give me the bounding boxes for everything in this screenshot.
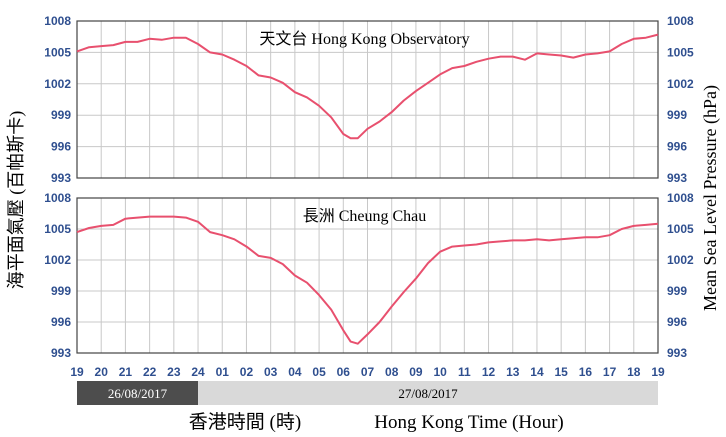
x-tick-label: 21 (119, 365, 133, 379)
panel-2: 993 993 996 996 999 999 1002 1002 1005 1005 1008 10… (44, 191, 694, 360)
x-tick-label: 23 (167, 365, 181, 379)
x-tick-label: 14 (530, 365, 544, 379)
y-tick-label-right: 996 (667, 140, 687, 154)
y-tick-label-right: 993 (667, 346, 687, 360)
y-tick-label-right: 999 (667, 284, 687, 298)
x-tick-label: 11 (458, 365, 471, 379)
y-tick-label-right: 993 (667, 171, 687, 185)
y-tick-label-left: 993 (51, 171, 71, 185)
y-axis-label-left: 海平面氣壓 (百帕斯卡) (6, 111, 27, 290)
panel-title: 長洲 Cheung Chau (303, 207, 427, 225)
y-tick-label-left: 999 (51, 284, 71, 298)
y-tick-label-left: 1005 (44, 45, 71, 59)
x-tick-label: 08 (385, 365, 399, 379)
y-axis-label-right: Mean Sea Level Pressure (hPa) (700, 85, 721, 311)
x-tick-label: 19 (70, 365, 84, 379)
x-tick-label: 24 (191, 365, 205, 379)
x-tick-label: 05 (312, 365, 326, 379)
series-line (76, 215, 659, 345)
y-tick-label-right: 996 (667, 315, 687, 329)
y-tick-label-left: 996 (51, 315, 71, 329)
x-tick-label: 04 (288, 365, 302, 379)
y-tick-label-right: 999 (667, 108, 687, 122)
y-tick-label-left: 1008 (44, 14, 71, 28)
series-line (76, 33, 659, 140)
date-segment-2 (198, 381, 658, 405)
x-tick-label: 07 (361, 365, 375, 379)
y-tick-label-left: 993 (51, 346, 71, 360)
y-tick-label-left: 1002 (44, 253, 71, 267)
date-label-1: 26/08/2017 (108, 386, 168, 401)
y-tick-label-left: 1002 (44, 77, 71, 91)
panel-frame (76, 197, 659, 354)
x-tick-label: 17 (603, 365, 617, 379)
x-axis-label-chinese: 香港時間 (時) (189, 411, 301, 433)
x-tick-label: 12 (482, 365, 496, 379)
x-tick-label: 22 (143, 365, 157, 379)
x-tick-label: 16 (579, 365, 593, 379)
y-tick-label-right: 1005 (667, 45, 694, 59)
x-tick-label: 19 (651, 365, 665, 379)
x-tick-label: 10 (433, 365, 447, 379)
y-tick-label-right: 1008 (667, 14, 694, 28)
y-tick-label-left: 1005 (44, 222, 71, 236)
x-tick-label: 15 (554, 365, 568, 379)
x-tick-label: 06 (337, 365, 351, 379)
x-tick-label: 03 (264, 365, 278, 379)
x-tick-label: 02 (240, 365, 254, 379)
x-tick-label: 20 (95, 365, 109, 379)
x-tick-label: 13 (506, 365, 520, 379)
panel-1: 993 993 996 996 999 999 1002 1002 1005 1005 1008 10… (44, 14, 694, 185)
x-axis-label-english: Hong Kong Time (Hour) (374, 412, 563, 433)
x-tick-label: 01 (216, 365, 230, 379)
x-tick-label: 18 (627, 365, 641, 379)
x-tick-label: 09 (409, 365, 423, 379)
y-tick-label-left: 999 (51, 108, 71, 122)
date-segment-1 (77, 381, 199, 405)
panel-frame (76, 20, 659, 179)
y-tick-label-right: 1005 (667, 222, 694, 236)
date-label-2: 27/08/2017 (398, 386, 458, 401)
y-tick-label-right: 1008 (667, 191, 694, 205)
y-tick-label-left: 1008 (44, 191, 71, 205)
panel-title: 天文台 Hong Kong Observatory (259, 30, 469, 48)
y-tick-label-left: 996 (51, 140, 71, 154)
y-tick-label-right: 1002 (667, 253, 694, 267)
y-tick-label-right: 1002 (667, 77, 694, 91)
